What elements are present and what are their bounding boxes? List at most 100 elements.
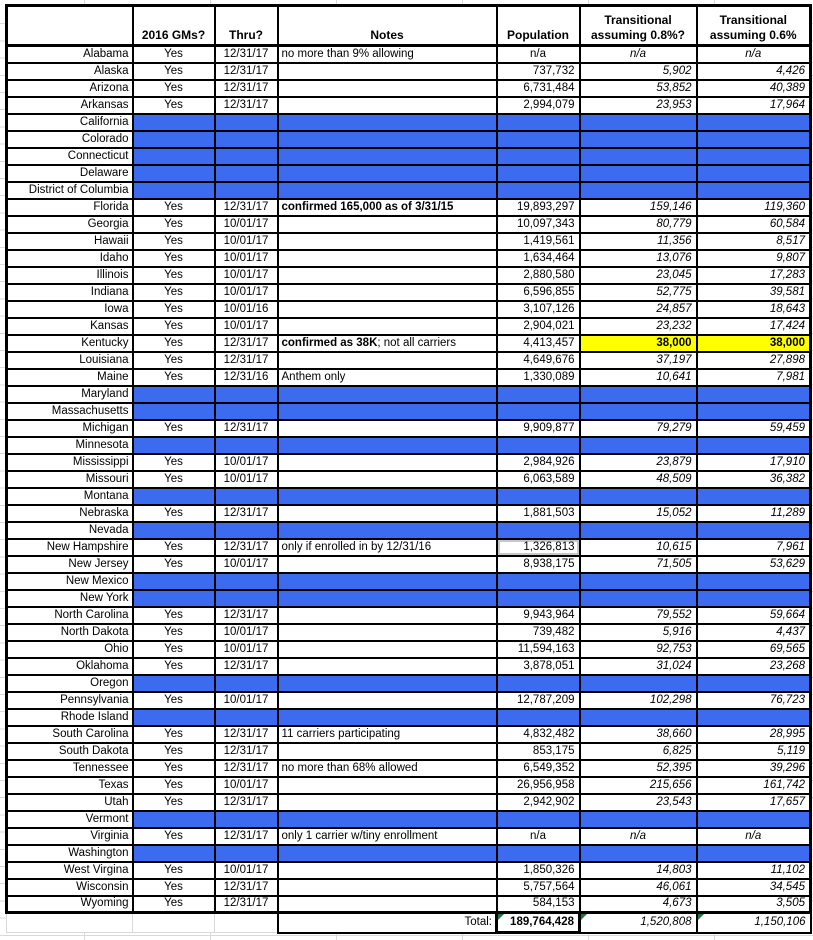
state-cell[interactable]: Mississippi — [5, 452, 134, 472]
header-transitional-08[interactable]: Transitional assuming 0.8%? — [578, 4, 698, 47]
population-cell[interactable]: 9,943,964 — [495, 605, 581, 625]
note-cell[interactable] — [276, 265, 498, 285]
transitional-08-cell[interactable] — [578, 129, 698, 149]
thru-cell[interactable]: 12/31/17 — [213, 95, 279, 115]
state-cell[interactable]: Louisiana — [5, 350, 134, 370]
gms-cell[interactable] — [131, 520, 216, 540]
header-2016-gms[interactable]: 2016 GMs? — [131, 4, 216, 47]
thru-cell[interactable]: 10/01/17 — [213, 622, 279, 642]
gms-cell[interactable] — [131, 163, 216, 183]
state-cell[interactable]: District of Columbia — [5, 180, 134, 200]
population-cell[interactable]: 4,649,676 — [495, 350, 581, 370]
note-cell[interactable] — [276, 843, 498, 863]
state-cell[interactable]: Indiana — [5, 282, 134, 302]
note-cell[interactable] — [276, 316, 498, 336]
gms-cell[interactable]: Yes — [131, 316, 216, 336]
gms-cell[interactable]: Yes — [131, 860, 216, 880]
transitional-08-cell[interactable]: 31,024 — [578, 656, 698, 676]
state-cell[interactable]: Wyoming — [5, 894, 134, 914]
note-cell[interactable] — [276, 129, 498, 149]
transitional-08-cell[interactable]: 215,656 — [578, 775, 698, 795]
population-cell[interactable] — [495, 401, 581, 421]
note-cell[interactable] — [276, 673, 498, 693]
total-label-cell[interactable]: Total: — [276, 911, 498, 934]
gms-cell[interactable]: Yes — [131, 452, 216, 472]
transitional-06-cell[interactable]: 38,000 — [695, 333, 812, 353]
transitional-06-cell[interactable]: 17,964 — [695, 95, 812, 115]
note-cell[interactable] — [276, 690, 498, 710]
transitional-06-cell[interactable] — [695, 112, 812, 132]
transitional-06-cell[interactable]: 4,437 — [695, 622, 812, 642]
transitional-08-cell[interactable]: 102,298 — [578, 690, 698, 710]
gms-cell[interactable]: Yes — [131, 282, 216, 302]
population-cell[interactable] — [495, 112, 581, 132]
thru-cell[interactable] — [213, 180, 279, 200]
transitional-06-cell[interactable] — [695, 809, 812, 829]
gms-cell[interactable]: Yes — [131, 418, 216, 438]
state-cell[interactable]: Maryland — [5, 384, 134, 404]
transitional-08-cell[interactable]: 23,232 — [578, 316, 698, 336]
gms-cell[interactable] — [131, 707, 216, 727]
population-cell[interactable]: 3,878,051 — [495, 656, 581, 676]
transitional-08-cell[interactable]: 53,852 — [578, 78, 698, 98]
population-cell[interactable]: 2,904,021 — [495, 316, 581, 336]
note-cell[interactable] — [276, 452, 498, 472]
population-cell[interactable] — [495, 129, 581, 149]
thru-cell[interactable]: 12/31/17 — [213, 333, 279, 353]
transitional-06-cell[interactable]: 36,382 — [695, 469, 812, 489]
transitional-06-cell[interactable] — [695, 520, 812, 540]
gms-cell[interactable]: Yes — [131, 367, 216, 387]
note-cell[interactable] — [276, 894, 498, 914]
population-cell[interactable]: 2,984,926 — [495, 452, 581, 472]
thru-cell[interactable] — [213, 129, 279, 149]
gms-cell[interactable]: Yes — [131, 95, 216, 115]
thru-cell[interactable] — [213, 384, 279, 404]
transitional-08-cell[interactable]: 6,825 — [578, 741, 698, 761]
note-cell[interactable] — [276, 112, 498, 132]
empty-cell[interactable] — [214, 912, 278, 933]
transitional-08-cell[interactable] — [578, 435, 698, 455]
gms-cell[interactable]: Yes — [131, 469, 216, 489]
transitional-06-cell[interactable]: 17,910 — [695, 452, 812, 472]
thru-cell[interactable] — [213, 146, 279, 166]
note-cell[interactable] — [276, 180, 498, 200]
thru-cell[interactable] — [213, 112, 279, 132]
population-cell[interactable]: 1,881,503 — [495, 503, 581, 523]
state-cell[interactable]: Connecticut — [5, 146, 134, 166]
population-cell[interactable]: 2,994,079 — [495, 95, 581, 115]
population-cell[interactable] — [495, 180, 581, 200]
note-cell[interactable] — [276, 520, 498, 540]
state-cell[interactable]: Alaska — [5, 61, 134, 81]
transitional-06-cell[interactable]: 4,426 — [695, 61, 812, 81]
transitional-08-cell[interactable] — [578, 809, 698, 829]
state-cell[interactable]: Arizona — [5, 78, 134, 98]
note-cell[interactable]: only if enrolled in by 12/31/16 — [276, 537, 498, 557]
transitional-06-cell[interactable]: 60,584 — [695, 214, 812, 234]
population-cell[interactable]: n/a — [495, 826, 581, 846]
transitional-08-cell[interactable]: 48,509 — [578, 469, 698, 489]
transitional-06-cell[interactable] — [695, 163, 812, 183]
population-cell[interactable]: 1,330,089 — [495, 367, 581, 387]
transitional-08-cell[interactable]: 80,779 — [578, 214, 698, 234]
population-cell[interactable]: 1,634,464 — [495, 248, 581, 268]
gms-cell[interactable]: Yes — [131, 44, 216, 64]
transitional-08-cell[interactable]: n/a — [578, 826, 698, 846]
note-cell[interactable] — [276, 401, 498, 421]
thru-cell[interactable]: 10/01/17 — [213, 265, 279, 285]
population-cell[interactable]: 584,153 — [495, 894, 581, 914]
note-cell[interactable]: no more than 9% allowing — [276, 44, 498, 64]
transitional-08-cell[interactable] — [578, 146, 698, 166]
population-cell[interactable]: 1,326,813 — [495, 537, 581, 557]
transitional-06-cell[interactable]: 76,723 — [695, 690, 812, 710]
thru-cell[interactable] — [213, 520, 279, 540]
note-cell[interactable] — [276, 231, 498, 251]
transitional-08-cell[interactable]: 23,879 — [578, 452, 698, 472]
thru-cell[interactable]: 12/31/17 — [213, 197, 279, 217]
thru-cell[interactable] — [213, 707, 279, 727]
transitional-08-cell[interactable]: 11,356 — [578, 231, 698, 251]
thru-cell[interactable] — [213, 571, 279, 591]
total-transitional-08-cell[interactable]: 1,520,808 — [578, 911, 698, 934]
transitional-08-cell[interactable]: n/a — [578, 44, 698, 64]
thru-cell[interactable]: 12/31/17 — [213, 503, 279, 523]
thru-cell[interactable]: 10/01/17 — [213, 231, 279, 251]
